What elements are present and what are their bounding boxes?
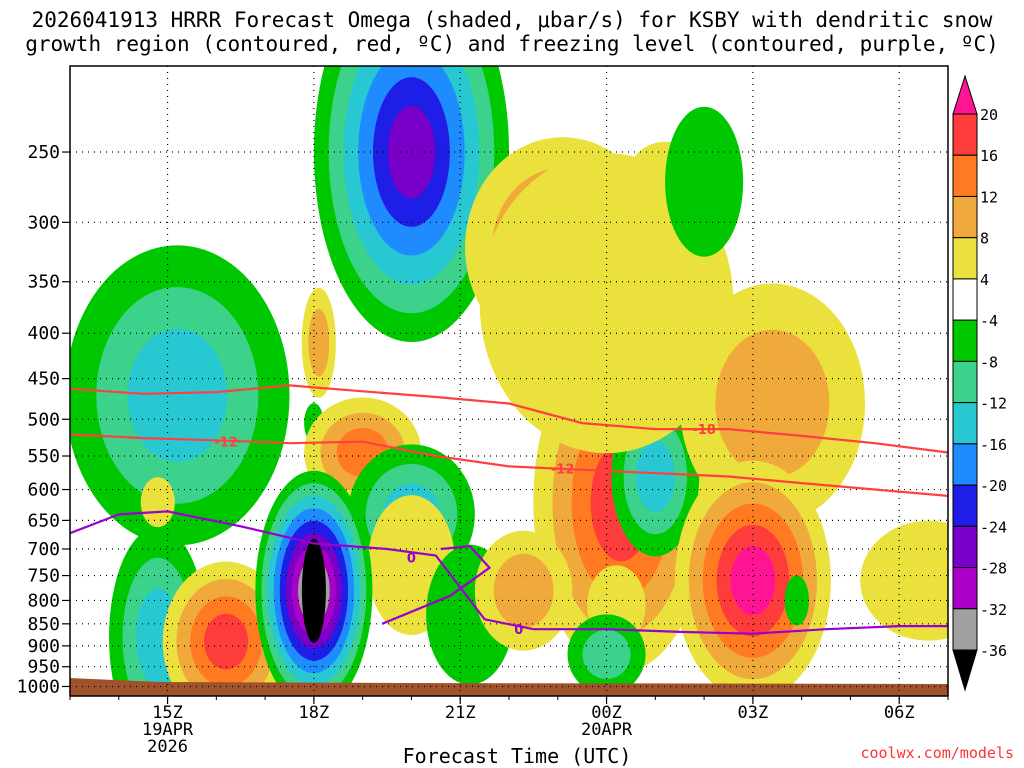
contour-label-0b: -12: [551, 462, 575, 477]
omega-blob-1-ring-0: [140, 477, 175, 528]
chart-title-line2: growth region (contoured, red, ºC) and f…: [25, 32, 999, 56]
x-tick-label-0-1: 19APR: [142, 720, 194, 740]
colorbar-block-12: [952, 567, 978, 610]
x-tick-label-5-0: 06Z: [884, 703, 915, 723]
colorbar-label-3: 8: [980, 230, 989, 248]
colorbar-label-8: -16: [980, 436, 1007, 454]
omega-blob-22-ring-0: [665, 106, 744, 257]
colorbar-block-2: [952, 154, 978, 197]
colorbar-label-4: 4: [980, 271, 989, 289]
colorbar-block-10: [952, 484, 978, 527]
freezing-level-loop: [381, 545, 492, 625]
contour-2: [70, 510, 948, 635]
colorbar-label-2: 12: [980, 188, 998, 206]
colorbar-label-7: -12: [980, 395, 1007, 413]
omega-blob-19-ring-2: [635, 440, 675, 513]
omega-blob-25-ring-4: [730, 546, 776, 615]
omega-blob-27-ring-0: [860, 520, 948, 641]
x-axis-title: Forecast Time (UTC): [402, 744, 632, 768]
colorbar-block-11: [952, 525, 978, 569]
omega-core-min: [301, 538, 326, 643]
colorbar-label-12: -32: [980, 601, 1007, 619]
colorbar-label-10: -24: [980, 518, 1007, 536]
colorbar-top-arrow: [952, 74, 978, 115]
colorbar-label-9: -20: [980, 477, 1007, 495]
omega-blob-0-ring-2: [127, 328, 228, 463]
y-tick-label-400: 400: [27, 323, 60, 344]
colorbar-block-3: [952, 195, 978, 239]
y-tick-label-450: 450: [27, 369, 60, 390]
colorbar-label-11: -28: [980, 560, 1007, 578]
y-tick-label-500: 500: [27, 409, 60, 430]
contour-lines: -12 -18 0 -12 0: [70, 384, 948, 638]
y-tick-label-750: 750: [27, 566, 60, 587]
y-tick-label-250: 250: [27, 142, 60, 163]
contour-label-1: -18: [692, 423, 716, 438]
contour-label-2b: 0: [407, 552, 416, 567]
colorbar-label-13: -36: [980, 642, 1007, 660]
colorbar-block-8: [952, 402, 978, 445]
y-tick-label-700: 700: [27, 539, 60, 560]
colorbar-label-6: -8: [980, 353, 998, 371]
omega-blob-3-ring-0: [221, 0, 270, 20]
y-tick-label-600: 600: [27, 480, 60, 501]
contour-0: [70, 433, 948, 497]
x-tick-label-0-0: 15Z: [152, 703, 183, 723]
contour-label-2: 0: [514, 623, 523, 638]
y-tick-label-950: 950: [27, 657, 60, 678]
y-tick-label-300: 300: [27, 212, 60, 233]
x-tick-label-4-0: 03Z: [738, 703, 769, 723]
x-tick-label-3-0: 00Z: [591, 703, 622, 723]
colorbar-block-4: [952, 237, 978, 280]
y-tick-label-900: 900: [27, 636, 60, 657]
colorbar-block-9: [952, 443, 978, 486]
contour-label-0: -12: [214, 436, 238, 451]
colorbar-block-7: [952, 360, 978, 404]
x-tick-label-3-1: 20APR: [581, 720, 633, 740]
y-tick-label-650: 650: [27, 510, 60, 531]
x-tick-label-1-0: 18Z: [299, 703, 330, 723]
source-credit: coolwx.com/models: [860, 744, 1014, 762]
y-tick-label-800: 800: [27, 590, 60, 611]
y-tick-label-550: 550: [27, 446, 60, 467]
omega-blob-24-ring-1: [715, 329, 830, 478]
y-axis: 2503003504004505005506006507007508008509…: [17, 142, 70, 697]
colorbar-label-1: 16: [980, 147, 998, 165]
y-tick-label-1000: 1000: [17, 676, 60, 697]
colorbar-block-1: [952, 113, 978, 156]
contour-1: [70, 384, 948, 454]
colorbar-legend: 20 16 12 8 4 -4 -8 -12 -16 -20 -24 -28 -32 -36: [952, 74, 1007, 692]
omega-blob-6-ring-1: [308, 308, 330, 377]
colorbar-bottom-arrow: [952, 649, 978, 692]
x-tick-label-2-0: 21Z: [445, 703, 476, 723]
omega-shading: [70, 0, 948, 696]
omega-blob-8-ring-5: [387, 105, 436, 199]
y-tick-label-350: 350: [27, 272, 60, 293]
omega-blob-5-ring-3: [204, 613, 249, 670]
colorbar-label-5: -4: [980, 312, 998, 330]
colorbar-label-0: 20: [980, 106, 998, 124]
colorbar-block-6: [952, 319, 978, 362]
chart-title-line1: 2026041913 HRRR Forecast Omega (shaded, …: [31, 8, 993, 32]
omega-blob-17-ring-1: [493, 553, 554, 628]
omega-blob-21-ring-0: [479, 153, 734, 454]
y-tick-label-850: 850: [27, 614, 60, 635]
x-tick-label-0-2: 2026: [147, 737, 188, 757]
colorbar-block-13: [952, 608, 978, 651]
colorbar-block-5: [952, 278, 978, 321]
